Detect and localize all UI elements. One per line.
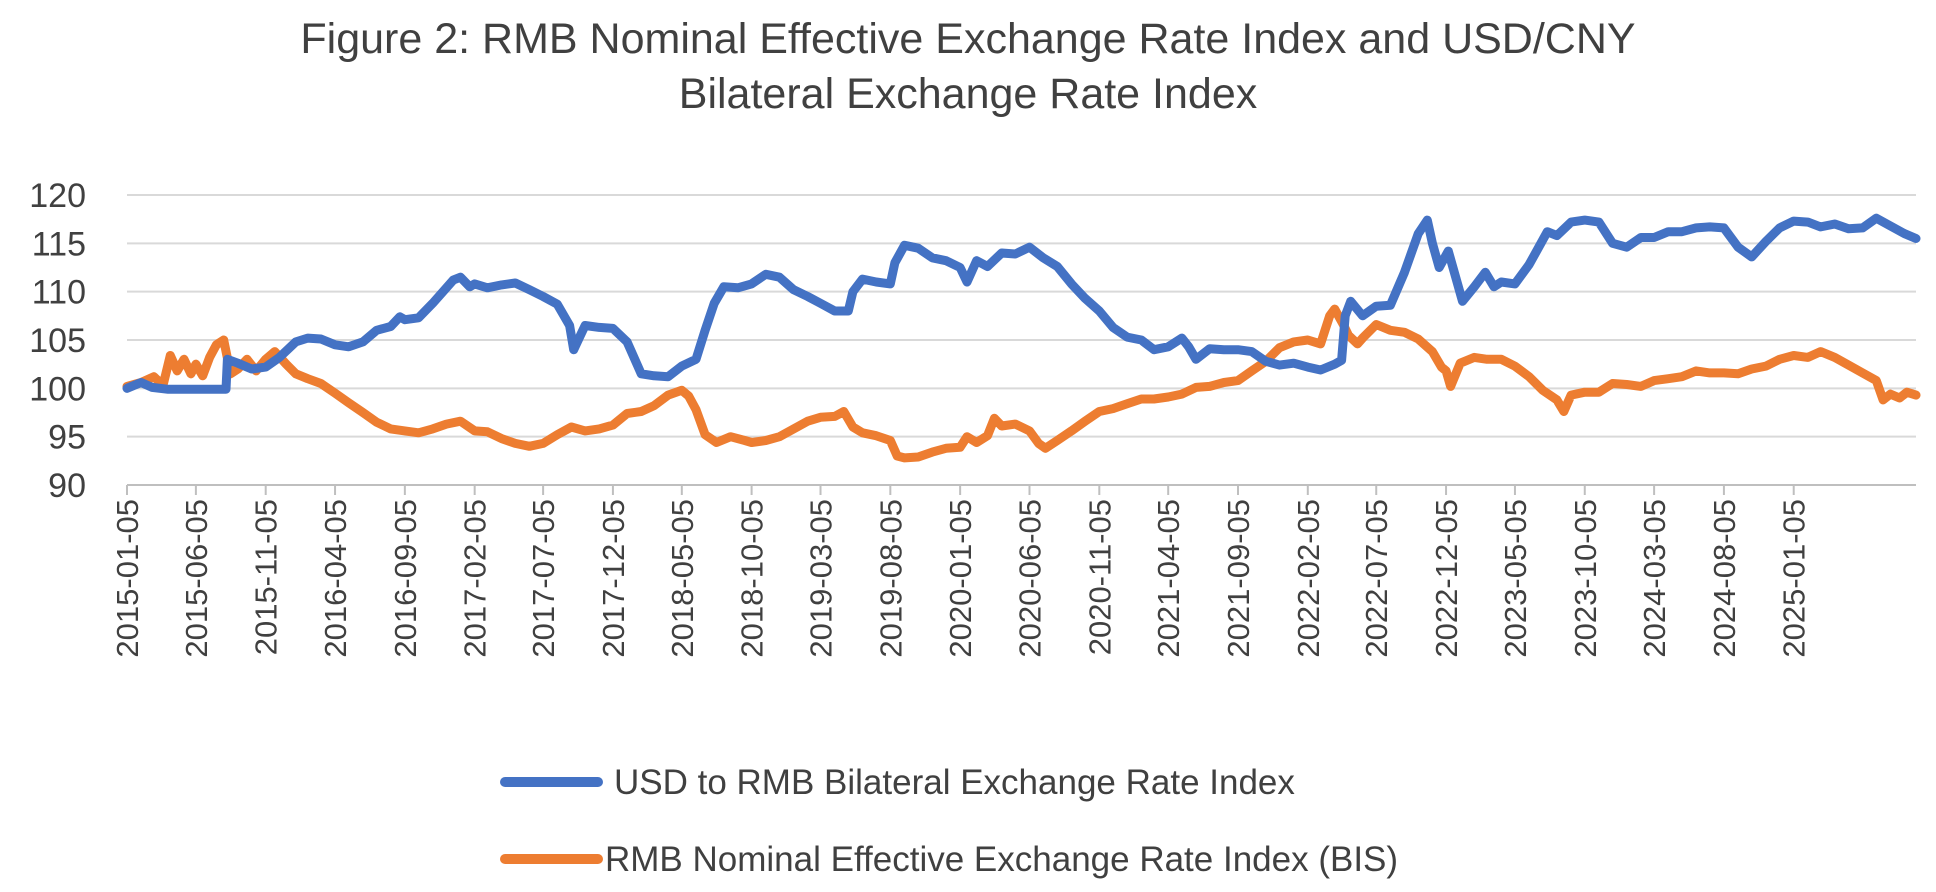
- x-tick-label: 2018-10-05: [735, 499, 770, 658]
- chart-title: Figure 2: RMB Nominal Effective Exchange…: [300, 15, 1635, 63]
- x-tick-label: 2021-04-05: [1151, 499, 1186, 658]
- x-tick-label: 2019-08-05: [873, 499, 908, 658]
- x-tick-label: 2020-11-05: [1082, 499, 1117, 655]
- x-tick-label: 2024-08-05: [1707, 499, 1742, 658]
- legend-label-rmb-neer: RMB Nominal Effective Exchange Rate Inde…: [605, 840, 1398, 879]
- x-tick-label: 2024-03-05: [1637, 499, 1672, 658]
- y-tick-label: 120: [29, 177, 86, 215]
- series-line-rmb-neer: [122, 304, 1921, 463]
- y-tick-label: 115: [32, 225, 86, 263]
- series-line-usd-rmb: [122, 213, 1921, 394]
- plot-area: [122, 213, 1921, 463]
- x-tick-label: 2015-01-05: [110, 499, 145, 658]
- x-tick-label: 2021-09-05: [1221, 499, 1256, 658]
- x-tick-label: 2016-09-05: [388, 499, 423, 658]
- x-tick-label: 2022-07-05: [1359, 499, 1394, 658]
- y-tick-label: 95: [48, 419, 86, 457]
- x-tick-label: 2020-01-05: [943, 499, 978, 658]
- x-tick-label: 2019-03-05: [804, 499, 839, 658]
- legend-item-usd-rmb: USD to RMB Bilateral Exchange Rate Index: [500, 763, 1295, 802]
- x-tick-label: 2023-10-05: [1568, 499, 1603, 658]
- x-tick-label: 2022-02-05: [1291, 499, 1326, 658]
- x-tick-label: 2017-07-05: [526, 499, 561, 658]
- y-tick-label: 100: [29, 370, 86, 408]
- y-axis: 90 95 100 105 110 115 120: [29, 177, 86, 505]
- y-tick-label: 110: [32, 274, 86, 312]
- x-tick-label: 2025-01-05: [1777, 499, 1812, 658]
- x-tick-label: 2020-06-05: [1012, 499, 1047, 658]
- chart-subtitle: Bilateral Exchange Rate Index: [679, 70, 1258, 118]
- x-tick-label: 2015-06-05: [179, 499, 214, 658]
- legend-item-rmb-neer: RMB Nominal Effective Exchange Rate Inde…: [500, 840, 1398, 879]
- x-tick-label: 2017-12-05: [596, 499, 631, 658]
- gridlines: [127, 194, 1916, 486]
- legend-label-usd-rmb: USD to RMB Bilateral Exchange Rate Index: [614, 763, 1295, 802]
- x-tick-label: 2015-11-05: [249, 499, 284, 655]
- y-tick-label: 105: [29, 322, 86, 360]
- y-tick-label: 90: [48, 467, 86, 505]
- x-axis: 2015-01-05 2015-06-05 2015-11-05 2016-04-05…: [110, 485, 1812, 658]
- x-tick-label: 2018-05-05: [665, 499, 700, 658]
- x-tick-label: 2017-02-05: [458, 499, 493, 658]
- x-tick-label: 2023-05-05: [1498, 499, 1533, 658]
- x-tick-label: 2022-12-05: [1429, 499, 1464, 658]
- legend: USD to RMB Bilateral Exchange Rate Index…: [500, 763, 1398, 879]
- x-tick-label: 2016-04-05: [318, 499, 353, 658]
